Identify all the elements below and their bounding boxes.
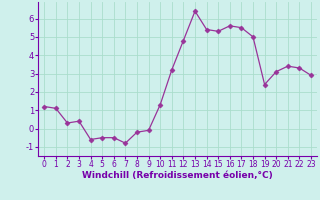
X-axis label: Windchill (Refroidissement éolien,°C): Windchill (Refroidissement éolien,°C) — [82, 171, 273, 180]
